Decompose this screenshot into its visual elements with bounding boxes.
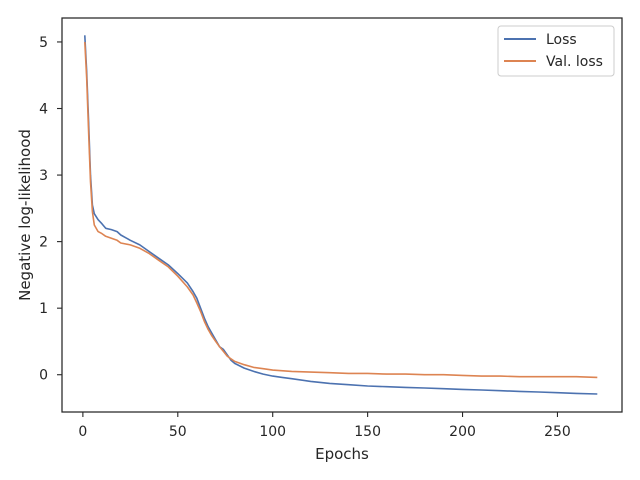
x-tick-label: 200 xyxy=(449,424,476,440)
x-axis-ticks: 0 50 100 150 200 250 xyxy=(78,412,571,440)
x-tick-label: 100 xyxy=(259,424,286,440)
y-axis-ticks: 0 1 2 3 4 5 xyxy=(39,35,62,384)
series-line-val-loss xyxy=(84,41,598,379)
plot-frame xyxy=(61,17,623,413)
legend-label-val-loss: Val. loss xyxy=(546,54,603,70)
x-axis-label: Epochs xyxy=(315,445,369,463)
x-tick-label: 250 xyxy=(544,424,571,440)
x-tick-label: 150 xyxy=(354,424,381,440)
plot-marks xyxy=(84,35,598,395)
y-tick-label: 1 xyxy=(39,301,48,317)
legend: Loss Val. loss xyxy=(497,25,615,77)
y-tick-label: 2 xyxy=(39,235,48,251)
x-tick-label: 0 xyxy=(78,424,87,440)
y-tick-label: 3 xyxy=(39,168,48,184)
series-line-loss xyxy=(84,35,598,395)
y-tick-label: 0 xyxy=(39,368,48,384)
y-tick-label: 4 xyxy=(39,102,48,118)
y-tick-label: 5 xyxy=(39,35,48,51)
x-tick-label: 50 xyxy=(169,424,187,440)
y-axis-label: Negative log-likelihood xyxy=(16,129,34,301)
legend-label-loss: Loss xyxy=(546,32,577,48)
